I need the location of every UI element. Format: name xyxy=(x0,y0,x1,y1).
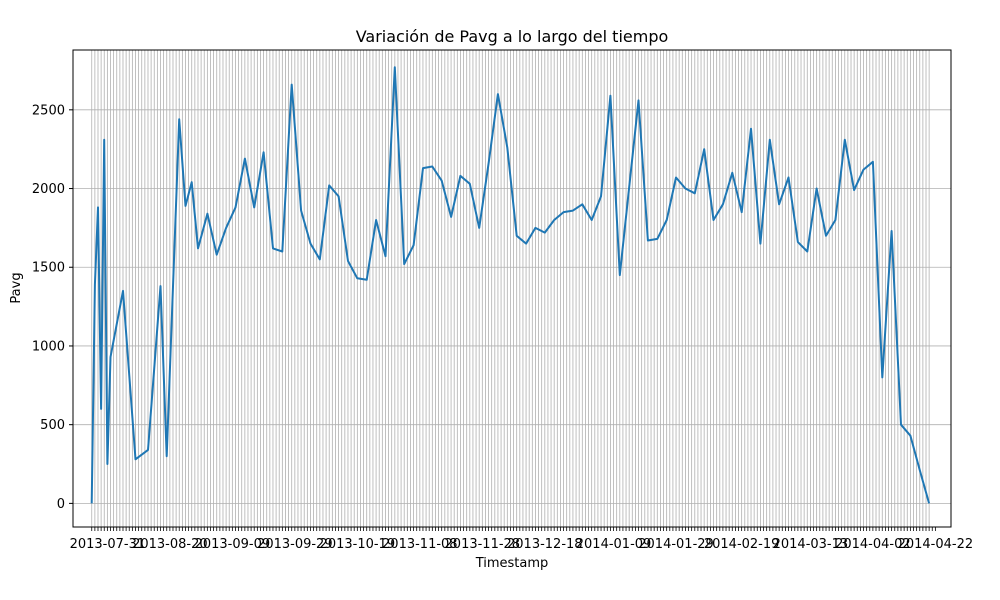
y-axis-label: Pavg xyxy=(9,272,24,303)
plot-frame xyxy=(72,49,952,528)
y-tick-label-4: 2000 xyxy=(32,182,65,197)
vertical-gridlines xyxy=(91,50,930,527)
x-tick-label-5: 2013-11-08 xyxy=(382,537,458,552)
x-axis-ticks: 2013-07-312013-08-202013-09-092013-09-29… xyxy=(70,527,974,552)
x-tick-label-8: 2014-01-09 xyxy=(576,537,652,552)
y-tick-label-1: 500 xyxy=(40,418,65,433)
y-tick-label-0: 0 xyxy=(57,497,65,512)
x-tick-label-4: 2013-10-19 xyxy=(320,537,396,552)
y-axis-ticks: 0 500 1000 1500 2000 2500 xyxy=(32,103,73,512)
y-tick-label-2: 1000 xyxy=(32,339,65,354)
series-line-pavg xyxy=(90,66,931,504)
x-tick-label-3: 2013-09-29 xyxy=(257,537,333,552)
y-tick-label-5: 2500 xyxy=(32,103,65,118)
x-tick-label-0: 2013-07-31 xyxy=(70,537,146,552)
x-tick-label-2: 2013-09-09 xyxy=(195,537,271,552)
chart-title: Variación de Pavg a lo largo del tiempo xyxy=(356,27,669,46)
y-tick-label-3: 1500 xyxy=(32,261,65,276)
x-tick-label-1: 2013-08-20 xyxy=(132,537,208,552)
x-tick-label-12: 2014-04-02 xyxy=(835,537,911,552)
x-tick-label-13: 2014-04-22 xyxy=(898,537,974,552)
x-tick-label-6: 2013-11-28 xyxy=(445,537,521,552)
x-tick-label-11: 2014-03-13 xyxy=(773,537,849,552)
x-tick-label-9: 2014-01-29 xyxy=(638,537,714,552)
series-pavg xyxy=(90,66,931,504)
x-tick-label-7: 2013-12-18 xyxy=(507,537,583,552)
x-tick-label-10: 2014-02-19 xyxy=(704,537,780,552)
x-axis-label: Timestamp xyxy=(475,556,549,571)
